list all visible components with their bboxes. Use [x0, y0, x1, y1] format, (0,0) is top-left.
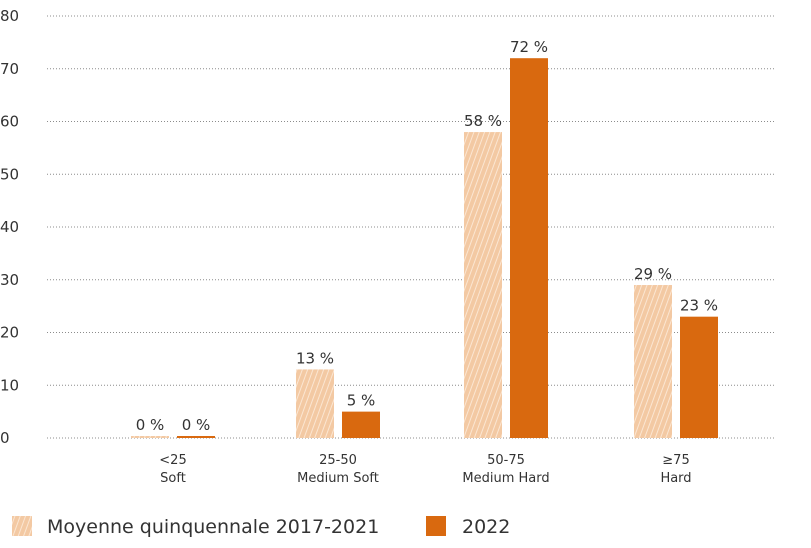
category-name-label: Medium Soft — [297, 471, 379, 486]
x-axis: <25 Soft 25-50 Medium Soft 50-75 Medium Hard ≥… — [159, 453, 691, 486]
bar-average-0 — [131, 436, 169, 438]
category-range-label: 25-50 — [319, 453, 357, 468]
bar-2022-1 — [342, 411, 380, 438]
category-name-label: Soft — [160, 471, 186, 486]
category-range-label: ≥75 — [662, 453, 689, 468]
grid-lines — [47, 15, 774, 439]
category-name-label: Medium Hard — [462, 471, 549, 486]
y-tick-label: 60 — [0, 113, 19, 131]
legend-label-average: Moyenne quinquennale 2017-2021 — [47, 516, 379, 538]
y-tick-label: 70 — [0, 60, 19, 78]
legend-label-2022: 2022 — [462, 516, 510, 538]
category-range-label: <25 — [159, 453, 186, 468]
data-labels: 0 % 13 % 58 % 29 % 0 % 5 % 72 % 23 % — [136, 38, 718, 434]
category-name-label: Hard — [660, 471, 691, 486]
bar-2022-2 — [510, 58, 548, 438]
bar-average-2 — [464, 132, 502, 439]
category-range-label: 50-75 — [487, 453, 525, 468]
bar-2022-0 — [177, 436, 215, 438]
legend-swatch-2022 — [426, 516, 446, 536]
data-label: 23 % — [680, 297, 718, 315]
legend-swatch-average — [12, 516, 32, 536]
y-tick-label: 30 — [0, 271, 19, 289]
data-label: 5 % — [347, 392, 376, 410]
data-label: 13 % — [296, 349, 334, 367]
y-tick-label: 10 — [0, 376, 19, 394]
y-axis: 0 10 20 30 40 50 60 70 80 — [0, 7, 19, 447]
legend: Moyenne quinquennale 2017-2021 2022 — [12, 516, 510, 538]
data-label: 58 % — [464, 112, 502, 130]
y-tick-label: 0 — [0, 429, 10, 447]
data-label: 0 % — [136, 416, 165, 434]
bar-2022-3 — [680, 316, 718, 438]
bar-average-3 — [634, 285, 672, 438]
data-label: 72 % — [510, 38, 548, 56]
bar-average-1 — [296, 369, 334, 438]
y-tick-label: 50 — [0, 165, 19, 183]
y-tick-label: 40 — [0, 218, 19, 236]
y-tick-label: 20 — [0, 324, 19, 342]
y-tick-label: 80 — [0, 7, 19, 25]
bars — [131, 58, 718, 439]
data-label: 29 % — [634, 265, 672, 283]
data-label: 0 % — [182, 416, 211, 434]
